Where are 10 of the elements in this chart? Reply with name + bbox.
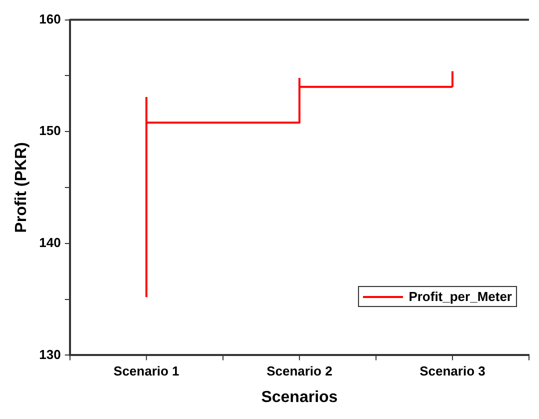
y-tick-label: 140 <box>39 234 61 250</box>
y-tick-label: 130 <box>39 346 61 362</box>
y-tick-label: 150 <box>39 123 61 138</box>
y-axis-title: Profit (PKR) <box>13 142 30 233</box>
x-axis-title: Scenarios <box>261 388 338 406</box>
x-tick-label: Scenario 3 <box>420 364 486 379</box>
x-tick-label: Scenario 1 <box>114 364 180 379</box>
legend-label: Profit_per_Meter <box>408 289 512 304</box>
x-tick-label: Scenario 2 <box>266 364 332 379</box>
y-tick-label: 160 <box>39 11 61 26</box>
